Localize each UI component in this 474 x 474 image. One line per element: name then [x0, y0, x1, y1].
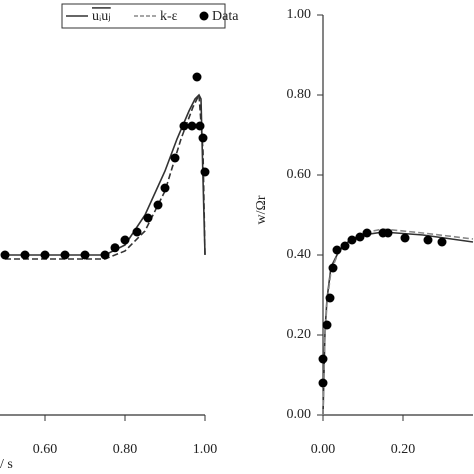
y-tick-label: 1.00 — [287, 7, 312, 22]
y-tick-label: 0.40 — [287, 247, 312, 262]
data-point — [60, 250, 70, 260]
y-tick-label: 0.20 — [287, 327, 312, 342]
x-tick-label: 0.00 — [311, 442, 336, 457]
data-point — [318, 378, 328, 388]
x-tick-label: 0.60 — [33, 442, 58, 457]
data-point — [198, 133, 208, 143]
data-point — [195, 121, 205, 131]
data-point — [200, 167, 210, 177]
y-tick-label: 0.80 — [287, 87, 312, 102]
series-line — [322, 228, 474, 416]
legend-label: Data — [212, 9, 239, 24]
y-tick-label: 0.60 — [287, 167, 312, 182]
data-point — [40, 250, 50, 260]
y-axis-label: w/Ωr — [254, 195, 269, 224]
data-point — [325, 293, 335, 303]
data-point — [187, 121, 197, 131]
x-axis-label: / s — [0, 457, 13, 472]
y-tick-label: 0.00 — [287, 407, 312, 422]
data-point — [340, 241, 350, 251]
series-line — [5, 92, 206, 260]
data-point — [383, 228, 393, 238]
data-point — [160, 183, 170, 193]
x-tick-label: 0.20 — [391, 442, 416, 457]
x-tick-label: 1.00 — [193, 442, 218, 457]
data-point — [192, 72, 202, 82]
data-point — [80, 250, 90, 260]
data-point — [322, 320, 332, 330]
legend-marker — [199, 11, 209, 21]
data-point — [132, 227, 142, 237]
data-point — [179, 121, 189, 131]
data-point — [110, 243, 120, 253]
data-point — [332, 245, 342, 255]
data-point — [400, 233, 410, 243]
data-point — [170, 153, 180, 163]
data-point — [423, 235, 433, 245]
series-line — [5, 93, 206, 256]
x-tick-label: 0.80 — [113, 442, 138, 457]
legend-label: k-ε — [160, 9, 178, 24]
data-point — [143, 213, 153, 223]
data-point — [362, 228, 372, 238]
data-point — [318, 354, 328, 364]
data-point — [355, 232, 365, 242]
data-point — [437, 237, 447, 247]
data-point — [120, 235, 130, 245]
series-line — [322, 231, 474, 416]
data-point — [20, 250, 30, 260]
data-point — [0, 250, 10, 260]
data-point — [328, 263, 338, 273]
data-point — [100, 250, 110, 260]
data-point — [347, 235, 357, 245]
data-point — [153, 200, 163, 210]
legend-label: uᵢuⱼ — [92, 9, 111, 24]
